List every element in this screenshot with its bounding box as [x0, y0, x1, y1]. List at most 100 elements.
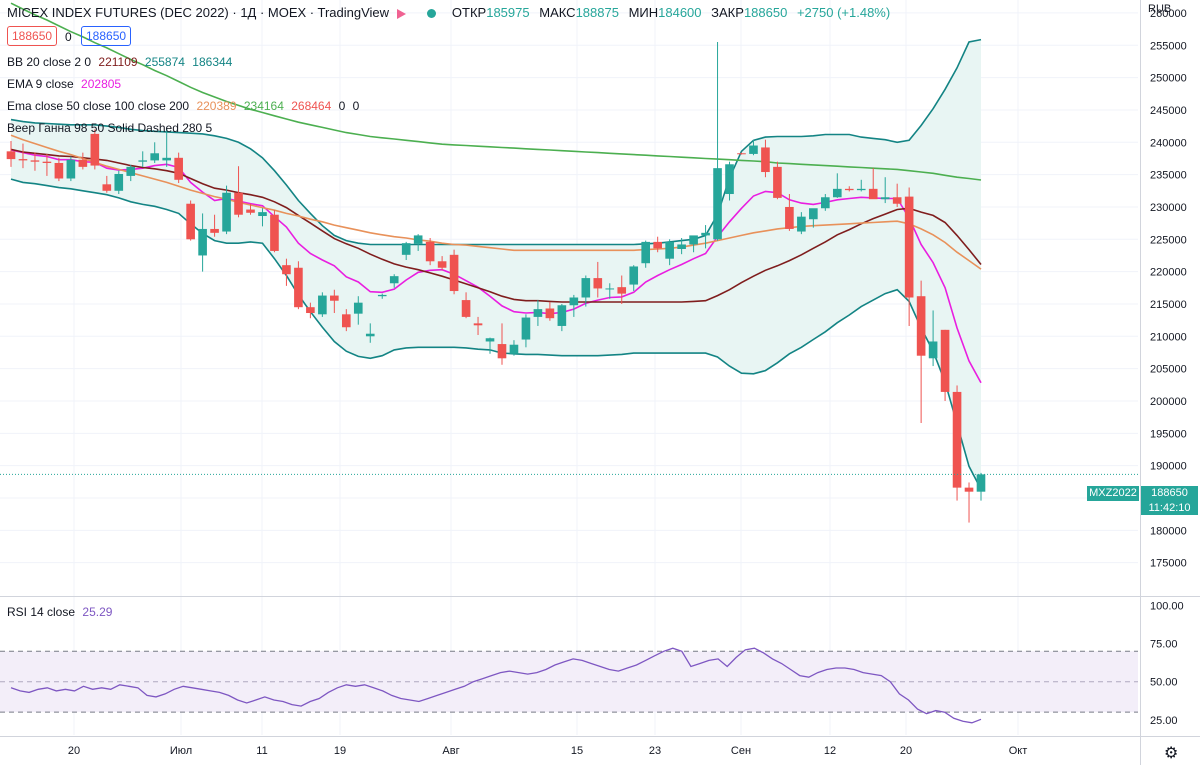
candle-body: [473, 323, 483, 326]
candle-body: [102, 184, 112, 191]
candle-down: [330, 289, 339, 314]
candle-up: [689, 235, 698, 253]
legend-gann-fan[interactable]: Веер Ганна 98 50 Solid Dashed 280 5: [7, 121, 216, 136]
low-label: МИН: [628, 5, 659, 20]
candle-body: [880, 197, 890, 200]
price-tick-label: 230000: [1150, 202, 1187, 214]
candle-body: [749, 145, 758, 154]
rsi-value: 25.29: [82, 605, 113, 619]
bb-lower-line: [10, 178, 982, 490]
price-tick-label: 240000: [1150, 137, 1187, 149]
flag-icon[interactable]: [396, 8, 406, 19]
candle-body: [389, 276, 399, 284]
candle-body: [737, 153, 746, 155]
candle-down: [6, 140, 16, 167]
ema50-value: 220389: [196, 99, 237, 113]
candle-body: [353, 302, 363, 314]
candlesticks: [6, 42, 986, 523]
candle-body: [593, 278, 603, 289]
candle-up: [114, 170, 124, 195]
candle-body: [605, 288, 615, 290]
candle-body: [330, 295, 339, 301]
candle-up: [677, 238, 686, 255]
price-tick-label: 260000: [1150, 8, 1187, 20]
candle-down: [653, 236, 662, 253]
candle-up: [509, 340, 519, 356]
candle-up: [318, 292, 327, 317]
ask-price-box[interactable]: 188650: [81, 26, 132, 46]
candle-up: [413, 234, 423, 251]
candle-down: [234, 166, 243, 218]
price-tick-label: 200000: [1150, 396, 1187, 408]
candle-down: [461, 292, 471, 319]
gear-icon[interactable]: ⚙: [1164, 745, 1179, 762]
candle-up: [629, 265, 639, 292]
ema-extra-value-2: 0: [352, 99, 360, 113]
candle-body: [306, 307, 315, 314]
candle-body: [6, 151, 16, 160]
candle-down: [18, 143, 28, 169]
bb-label: BB 20 close 2 0: [7, 55, 92, 69]
candle-body: [868, 188, 878, 200]
candle-down: [785, 194, 794, 231]
candle-body: [270, 214, 279, 251]
ema50-line: [10, 134, 982, 270]
candle-up: [150, 142, 160, 163]
ema100-value: 234164: [243, 99, 284, 113]
ema9-label: EMA 9 close: [7, 77, 74, 91]
candle-up: [832, 173, 842, 198]
bid-price-box[interactable]: 188650: [7, 26, 58, 46]
rsi-pane: 25.00 50.00 75.00 100.00: [0, 601, 1184, 727]
candle-body: [964, 487, 974, 492]
candle-up: [749, 139, 758, 156]
price-tick-label: 175000: [1150, 558, 1187, 570]
legend-rsi[interactable]: RSI 14 close 25.29: [7, 605, 116, 620]
candle-body: [30, 160, 40, 162]
candle-body: [952, 391, 962, 488]
rsi-tick-label: 75.00: [1150, 639, 1178, 651]
candle-body: [437, 261, 447, 268]
candle-down: [964, 482, 974, 523]
rsi-label: RSI 14 close: [7, 605, 76, 619]
candle-up: [557, 303, 567, 332]
candle-down: [761, 139, 770, 178]
candle-body: [761, 147, 770, 173]
candle-body: [18, 159, 28, 161]
candle-body: [701, 232, 710, 236]
rsi-tick-label: 50.00: [1150, 677, 1178, 689]
currency-label[interactable]: RUB: [1148, 3, 1172, 15]
candle-up: [569, 294, 579, 317]
candle-down: [174, 152, 183, 184]
candle-body: [509, 344, 519, 354]
candle-body: [581, 278, 591, 298]
legend-ema-triple[interactable]: Ema close 50 close 100 close 200 220389 …: [7, 99, 363, 114]
candle-body: [617, 287, 627, 294]
legend-bb[interactable]: BB 20 close 2 0 221109 255874 186344: [7, 55, 236, 70]
candle-body: [425, 241, 435, 262]
price-tick-label: 195000: [1150, 428, 1187, 440]
candle-body: [665, 241, 674, 259]
candle-body: [449, 254, 459, 292]
candle-up: [665, 239, 674, 266]
legend-ema9[interactable]: EMA 9 close 202805: [7, 77, 125, 92]
symbol-title[interactable]: MICEX INDEX FUTURES (DEC 2022) · 1Д · MO…: [7, 5, 390, 20]
candle-down: [940, 329, 950, 401]
candle-body: [234, 192, 243, 215]
candle-body: [126, 166, 136, 176]
candle-down: [341, 309, 351, 332]
countdown-label: 11:42:10: [1141, 501, 1198, 515]
candle-down: [78, 152, 88, 170]
bb-upper-value: 255874: [144, 55, 185, 69]
candle-body: [401, 243, 411, 255]
candle-down: [102, 175, 112, 193]
time-tick-label: Авг: [442, 745, 459, 757]
candle-body: [42, 161, 52, 163]
candle-body: [162, 157, 171, 161]
candle-body: [222, 192, 231, 232]
candle-up: [365, 323, 375, 343]
candle-body: [773, 166, 782, 198]
candle-body: [377, 294, 387, 297]
candle-body: [904, 196, 914, 298]
gann-label: Веер Ганна 98 50 Solid Dashed 280 5: [7, 121, 213, 135]
